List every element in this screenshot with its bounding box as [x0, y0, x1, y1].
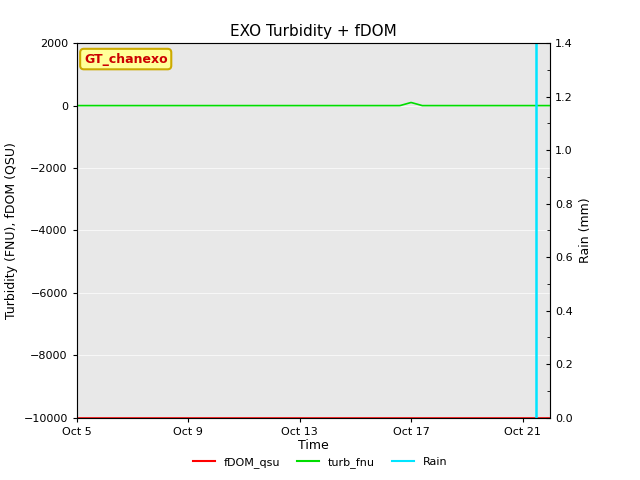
turb_fnu — [301, 103, 308, 108]
Rain — [532, 415, 540, 420]
Rain — [532, 147, 540, 153]
fDOM_qsu — [547, 415, 554, 420]
fDOM_qsu — [329, 415, 337, 420]
fDOM_qsu — [355, 415, 362, 420]
Legend: fDOM_qsu, turb_fnu, Rain: fDOM_qsu, turb_fnu, Rain — [188, 452, 452, 472]
X-axis label: Time: Time — [298, 439, 329, 453]
fDOM_qsu — [73, 415, 81, 420]
turb_fnu — [407, 100, 415, 106]
fDOM_qsu — [535, 415, 543, 420]
Title: EXO Turbidity + fDOM: EXO Turbidity + fDOM — [230, 24, 397, 39]
fDOM_qsu — [301, 415, 308, 420]
turb_fnu — [462, 103, 470, 108]
turb_fnu — [298, 103, 305, 108]
turb_fnu — [547, 103, 554, 108]
fDOM_qsu — [461, 415, 469, 420]
turb_fnu — [73, 103, 81, 108]
turb_fnu — [355, 103, 362, 108]
Text: GT_chanexo: GT_chanexo — [84, 53, 168, 66]
fDOM_qsu — [298, 415, 305, 420]
turb_fnu — [329, 103, 337, 108]
Line: turb_fnu: turb_fnu — [77, 103, 550, 106]
turb_fnu — [536, 103, 544, 108]
Y-axis label: Rain (mm): Rain (mm) — [579, 198, 591, 263]
Y-axis label: Turbidity (FNU), fDOM (QSU): Turbidity (FNU), fDOM (QSU) — [5, 142, 18, 319]
